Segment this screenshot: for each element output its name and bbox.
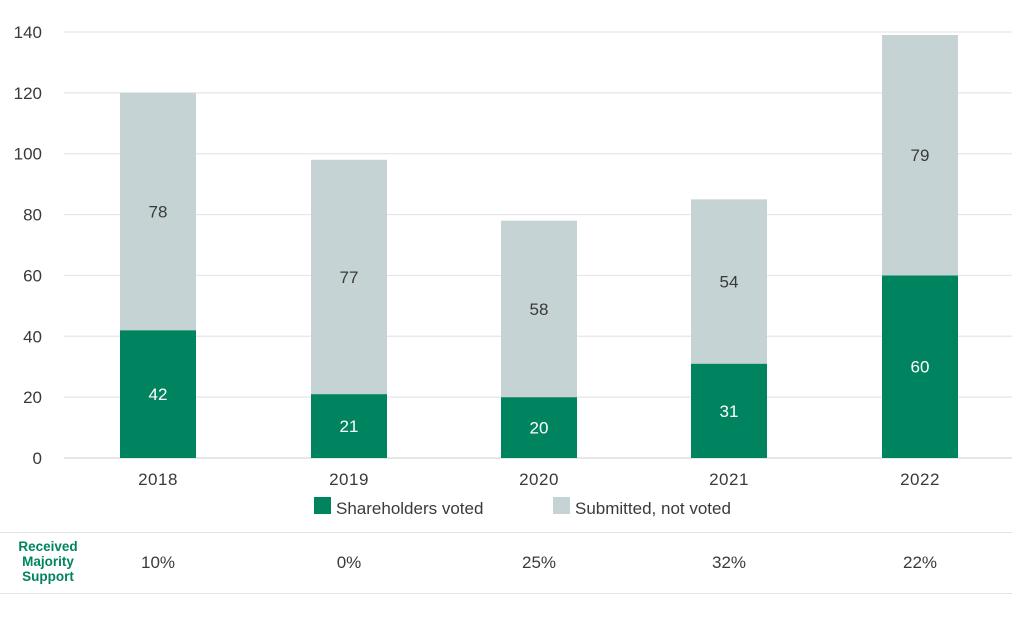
legend-label: Submitted, not voted: [575, 499, 731, 518]
bar-segment: [120, 330, 196, 458]
bar-segment: [882, 275, 958, 458]
bar-segment: [691, 199, 767, 364]
bar-segment: [501, 397, 577, 458]
x-tick-label: 2018: [138, 470, 178, 489]
data-label: 20: [530, 419, 549, 438]
bars: 42 78 21 77 20 58 31 54 60 79: [120, 35, 958, 458]
legend-label: Shareholders voted: [336, 499, 483, 518]
x-tick-label: 2022: [900, 470, 940, 489]
y-tick-label: 100: [14, 145, 42, 164]
legend-swatch: [553, 497, 570, 514]
data-label: 60: [911, 358, 930, 377]
bar-segment: [311, 394, 387, 458]
bar-segment: [501, 220, 577, 398]
x-axis-labels: 2018 2019 2020 2021 2022: [138, 470, 940, 489]
y-axis-ticks: 0 20 40 60 80 100 120 140: [14, 23, 42, 468]
data-label: 21: [340, 417, 359, 436]
data-label: 54: [720, 273, 739, 292]
data-label: 77: [340, 268, 359, 287]
majority-support-value: 22%: [902, 553, 938, 572]
majority-support-value: 0%: [336, 553, 362, 572]
y-tick-label: 80: [23, 206, 42, 225]
data-label: 31: [720, 402, 739, 421]
y-tick-label: 0: [33, 449, 42, 468]
legend-swatch: [314, 497, 331, 514]
bar-segment: [120, 92, 196, 331]
data-label: 78: [149, 203, 168, 222]
x-tick-label: 2019: [329, 470, 369, 489]
bar-segment: [691, 363, 767, 458]
majority-support-label: Received Majority Support: [18, 539, 78, 584]
bar-segment: [882, 35, 958, 276]
majority-support-row: Received Majority Support 10% 0% 25% 32% 22%: [0, 532, 1012, 594]
majority-support-value: 25%: [521, 553, 557, 572]
y-tick-label: 20: [23, 388, 42, 407]
y-tick-label: 120: [14, 84, 42, 103]
data-label: 42: [149, 385, 168, 404]
data-label: 79: [911, 146, 930, 165]
y-tick-label: 140: [14, 23, 42, 42]
legend: Shareholders voted Submitted, not voted: [314, 497, 731, 518]
bar-segment: [311, 159, 387, 395]
data-label: 58: [530, 300, 549, 319]
x-tick-label: 2021: [709, 470, 749, 489]
y-tick-label: 60: [23, 266, 42, 285]
majority-support-value: 32%: [711, 553, 747, 572]
y-tick-label: 40: [23, 327, 42, 346]
x-tick-label: 2020: [519, 470, 559, 489]
majority-support-value: 10%: [140, 553, 176, 572]
